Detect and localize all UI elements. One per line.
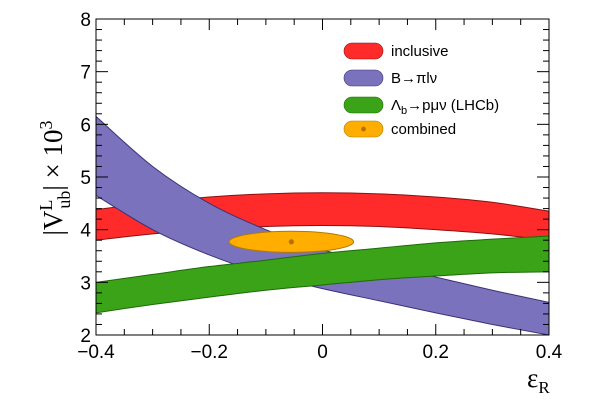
- legend: inclusive B→πlν Λb→pμν (LHCb) combined: [343, 42, 499, 138]
- y-tick-label: 7: [80, 63, 91, 84]
- legend-label-inclusive: inclusive: [391, 43, 449, 60]
- x-tick-label: −0.2: [190, 342, 228, 363]
- legend-swatch-inclusive: [343, 42, 384, 60]
- y-tick-label: 2: [80, 326, 91, 347]
- y-axis-ticks: [96, 18, 549, 336]
- svg-text:|VLub| × 103: |VLub| × 103: [36, 120, 74, 235]
- band-lambda-b-to-p-mu-nu: [96, 235, 549, 314]
- y-tick-label: 6: [80, 115, 91, 136]
- y-tick-label: 4: [80, 221, 91, 242]
- y-tick-label: 3: [80, 273, 91, 294]
- x-tick-label: 0.4: [536, 342, 563, 363]
- x-tick-label: −0.4: [77, 342, 115, 363]
- combined-center-dot: [288, 239, 294, 245]
- legend-label-b-to-pi-l-nu: B→πlν: [391, 70, 437, 87]
- x-tick-label: 0: [317, 342, 328, 363]
- x-axis-title: εR: [527, 363, 550, 397]
- y-tick-label: 5: [80, 168, 91, 189]
- x-axis-tick-labels: −0.4 −0.2 0 0.2 0.4: [77, 342, 562, 363]
- legend-label-lambda-b: Λb→pμν (LHCb): [391, 97, 499, 117]
- svg-text:εR: εR: [527, 363, 550, 397]
- y-tick-label: 8: [80, 10, 91, 31]
- x-axis-ticks: [95, 19, 550, 335]
- legend-swatch-lambda-b: [343, 96, 384, 114]
- y-axis-tick-labels: 2 3 4 5 6 7 8: [80, 10, 91, 347]
- legend-label-combined: combined: [391, 121, 456, 138]
- x-tick-label: 0.2: [423, 342, 449, 363]
- y-axis-title: |VLub| × 103: [36, 120, 74, 235]
- legend-swatch-b-to-pi-l-nu: [343, 69, 384, 87]
- legend-swatch-combined-dot: [361, 126, 366, 132]
